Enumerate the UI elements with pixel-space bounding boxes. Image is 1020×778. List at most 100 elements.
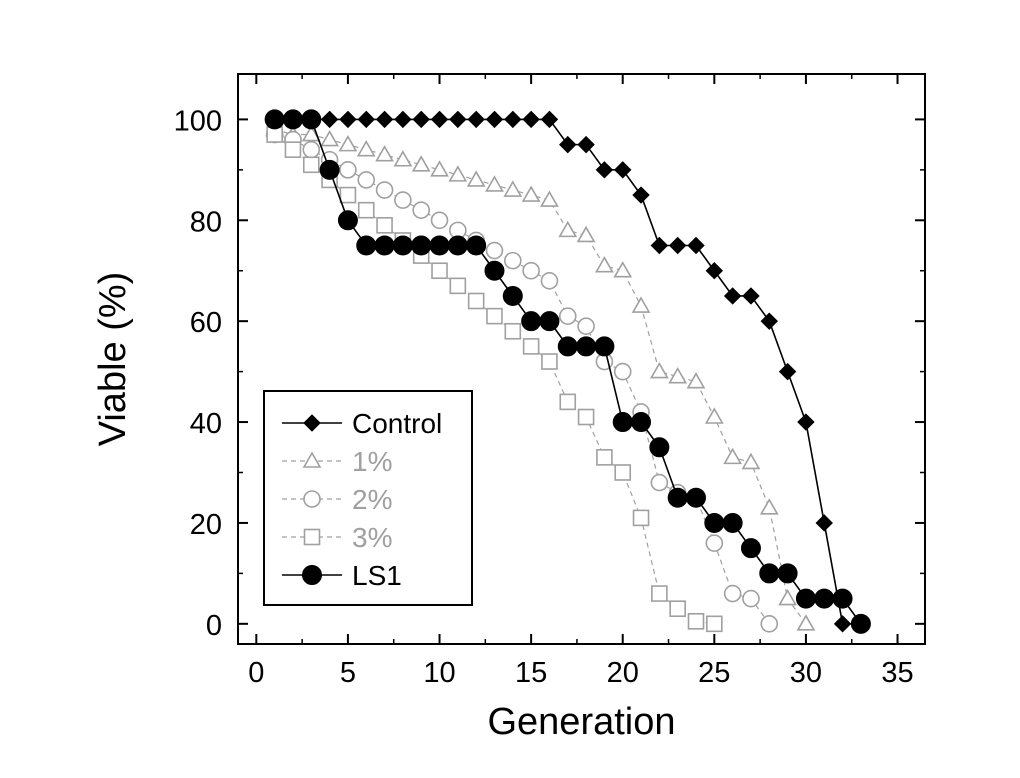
legend-marker-2pct <box>303 490 321 508</box>
data-point-1pct <box>613 261 633 278</box>
data-point-2pct <box>613 362 632 381</box>
data-point-3pct <box>596 449 613 466</box>
data-point-3pct <box>541 353 558 370</box>
data-point-ls1 <box>447 235 468 256</box>
data-point-1pct <box>741 452 761 470</box>
data-point-control <box>760 312 778 330</box>
legend-label-3pct: 3% <box>352 522 392 553</box>
data-point-2pct <box>412 201 431 219</box>
data-point-ls1 <box>667 487 688 508</box>
data-point-3pct <box>706 615 723 633</box>
data-point-ls1 <box>777 563 798 584</box>
y-axis-title: Viable (%) <box>92 272 134 447</box>
data-point-control <box>522 110 540 129</box>
y-tick-label: 100 <box>174 105 222 137</box>
data-point-1pct <box>595 256 614 273</box>
data-point-ls1 <box>337 210 358 231</box>
data-point-3pct <box>339 186 357 204</box>
data-point-1pct <box>723 447 743 465</box>
data-point-2pct <box>357 171 376 189</box>
data-point-ls1 <box>740 538 761 559</box>
data-point-1pct <box>540 190 559 207</box>
data-point-2pct <box>742 589 760 608</box>
data-point-1pct <box>375 145 394 162</box>
legend: Control 1% 2% 3% LS1 <box>263 390 473 606</box>
legend-marker-control <box>303 414 321 432</box>
data-point-2pct <box>339 161 357 179</box>
data-point-2pct <box>430 211 449 230</box>
data-point-3pct <box>302 156 320 174</box>
data-point-ls1 <box>521 311 542 332</box>
data-point-1pct <box>521 185 541 202</box>
data-point-control <box>375 110 394 129</box>
x-tick-label: 0 <box>248 657 264 689</box>
data-point-3pct <box>687 613 705 630</box>
data-point-ls1 <box>392 235 413 256</box>
data-point-ls1 <box>832 588 853 609</box>
data-point-2pct <box>522 261 540 280</box>
data-point-control <box>668 236 687 255</box>
data-point-control <box>559 135 577 154</box>
y-tick-label: 20 <box>190 509 222 541</box>
data-point-2pct <box>723 584 742 603</box>
data-point-1pct <box>558 220 578 238</box>
plot-area-frame <box>237 73 926 645</box>
legend-marker-3pct <box>303 528 321 546</box>
data-point-1pct <box>503 180 523 197</box>
data-point-ls1 <box>264 109 285 130</box>
y-tick-label: 0 <box>206 610 222 642</box>
legend-label-2pct: 2% <box>352 484 392 515</box>
data-point-1pct <box>356 140 376 157</box>
data-point-ls1 <box>576 336 597 357</box>
data-point-control <box>449 110 467 129</box>
data-point-1pct <box>448 165 468 182</box>
data-point-control <box>430 110 449 129</box>
data-point-ls1 <box>814 588 835 609</box>
data-point-control <box>467 110 485 129</box>
data-point-ls1 <box>374 235 395 256</box>
data-point-control <box>797 413 815 431</box>
data-point-1pct <box>320 129 339 147</box>
data-point-2pct <box>760 615 779 633</box>
x-tick-label: 20 <box>607 657 639 689</box>
data-point-2pct <box>577 317 595 336</box>
data-point-ls1 <box>502 285 523 306</box>
legend-marker-1pct <box>302 451 322 468</box>
data-point-ls1 <box>612 412 633 433</box>
data-point-3pct <box>577 408 595 426</box>
data-point-2pct <box>558 307 577 325</box>
data-point-3pct <box>431 262 448 280</box>
data-point-ls1 <box>319 159 340 180</box>
x-tick-label: 15 <box>515 657 547 689</box>
data-point-2pct <box>705 534 724 552</box>
x-axis-title: Generation <box>487 701 675 743</box>
data-point-ls1 <box>301 109 322 130</box>
data-point-control <box>577 135 595 154</box>
data-point-2pct <box>485 241 504 260</box>
legend-label-ls1: LS1 <box>352 560 402 591</box>
data-point-3pct <box>504 322 522 340</box>
data-point-2pct <box>375 181 394 199</box>
data-point-1pct <box>686 372 706 389</box>
data-point-control <box>595 161 614 179</box>
data-point-3pct <box>632 509 650 527</box>
data-point-1pct <box>759 498 779 515</box>
data-point-1pct <box>430 160 449 177</box>
data-point-control <box>815 514 833 532</box>
data-point-control <box>723 287 742 305</box>
data-point-control <box>504 110 522 129</box>
data-point-2pct <box>302 140 321 159</box>
data-point-1pct <box>668 367 688 384</box>
data-point-ls1 <box>759 563 780 584</box>
data-point-ls1 <box>484 260 505 281</box>
data-point-1pct <box>778 588 797 606</box>
axis-ticks: 0 5 10 15 20 25 30 35 0 20 40 60 80 100 <box>174 74 925 689</box>
data-point-control <box>412 110 430 129</box>
data-point-control <box>394 110 412 129</box>
data-point-control <box>614 161 632 179</box>
data-point-3pct <box>669 600 686 617</box>
data-point-control <box>742 287 760 305</box>
data-point-3pct <box>467 292 485 310</box>
data-point-3pct <box>486 307 503 325</box>
